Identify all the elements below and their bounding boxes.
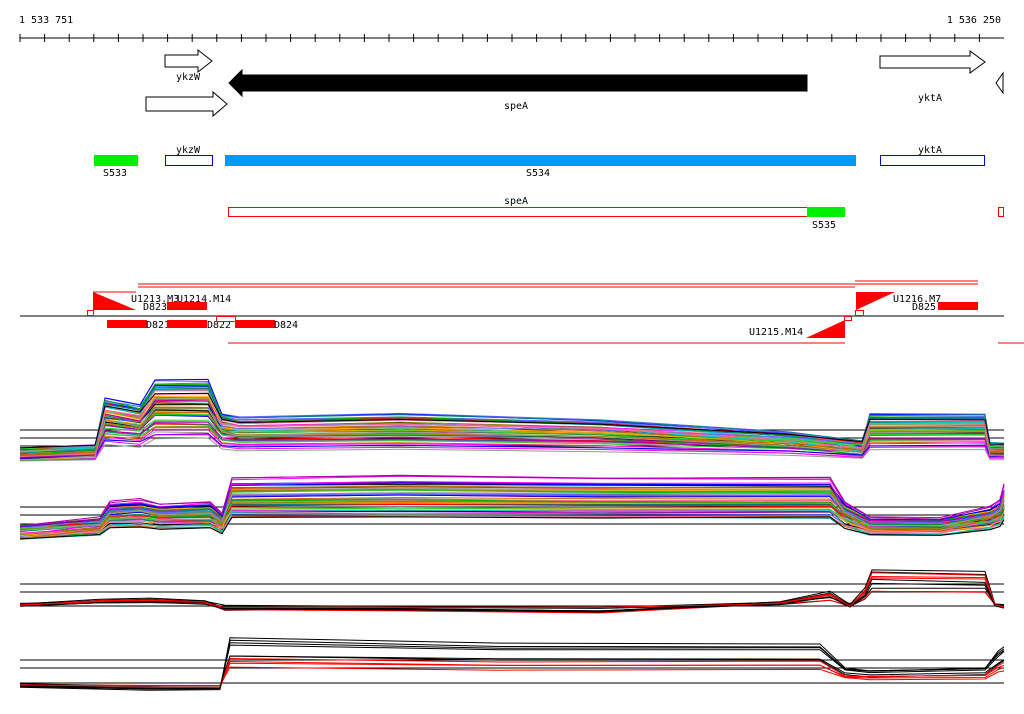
element-U1214-label: U1214.M14	[177, 294, 231, 305]
element-U1216-label: U1216.M7	[893, 294, 941, 305]
expression-profile-line	[19, 515, 1005, 534]
segment-edge-outline[interactable]	[998, 207, 1004, 217]
expression-profile-line	[19, 492, 1005, 532]
expression-profile-line	[19, 660, 1005, 687]
segment-track: S533 ykzW S534 yktA speA S535	[94, 145, 1004, 231]
expression-profile-line	[19, 433, 1005, 459]
ruler-ticks	[19, 34, 980, 42]
element-D821[interactable]	[107, 320, 147, 328]
expression-profile-line	[19, 639, 1005, 690]
gene-track: ykzW speA yktA	[145, 48, 1004, 118]
segment-ykzW-label: ykzW	[176, 145, 201, 156]
expression-profile-line	[19, 410, 1005, 451]
expression-panel-1	[19, 378, 1005, 462]
speA-gene-arrow[interactable]	[228, 68, 808, 98]
expression-profile-line	[19, 516, 1005, 540]
element-D823[interactable]	[167, 302, 207, 310]
yktA-gene-label: yktA	[918, 93, 942, 104]
segment-yktA-outline[interactable]	[880, 155, 985, 166]
expression-profile-line	[19, 474, 1005, 527]
expression-profile-line	[19, 408, 1005, 461]
element-D822[interactable]	[167, 320, 207, 328]
expression-panel-3	[19, 569, 1005, 614]
element-D825-label: D825	[912, 302, 936, 313]
ruler-start-label: 1 533 751	[19, 15, 73, 26]
terminator-small-1	[87, 310, 94, 316]
ykzW-gene-arrow[interactable]	[164, 48, 213, 74]
speA-gene-label: speA	[504, 101, 528, 112]
segment-S535-label: S535	[812, 220, 836, 231]
terminator-small-4	[855, 310, 864, 316]
ykzW-gene-arrow-2[interactable]	[145, 90, 228, 118]
expression-profile-line	[19, 575, 1005, 612]
expression-profile-line	[19, 655, 1005, 690]
expression-profile-line	[19, 428, 1005, 460]
expression-profile-line	[19, 509, 1005, 540]
expression-profile-line	[19, 569, 1005, 612]
element-D824[interactable]	[235, 320, 275, 328]
ruler-end-label: 1 536 250	[947, 15, 1001, 26]
element-U1213-label: U1213.M3	[131, 294, 179, 305]
elements-track: U1213.M3 U1214.M14 D823 D821 D822 D824 U…	[20, 280, 1024, 344]
expression-profile-line	[19, 507, 1005, 529]
segment-S533[interactable]	[94, 155, 138, 166]
segment-ykzW-outline[interactable]	[165, 155, 213, 166]
expression-profile-line	[19, 408, 1004, 454]
expression-profile-line	[19, 644, 1005, 690]
element-D823-label: D823	[143, 302, 167, 313]
ykzW-gene-label: ykzW	[176, 72, 201, 83]
next-gene-arrow[interactable]	[995, 71, 1004, 95]
expression-profile-line	[19, 492, 1005, 529]
segment-S534[interactable]	[225, 155, 856, 166]
segment-S533-label: S533	[103, 168, 127, 179]
expression-panel-2	[19, 474, 1005, 540]
element-D824-label: D824	[274, 320, 298, 331]
terminator-small-2	[216, 316, 236, 322]
expression-profile-line	[19, 437, 1005, 462]
element-U1215-label: U1215.M14	[749, 327, 803, 338]
promoter-U1215-icon[interactable]	[806, 320, 845, 338]
terminator-small-3	[844, 316, 852, 321]
yktA-gene-arrow[interactable]	[879, 50, 986, 74]
segment-yktA-label: yktA	[918, 145, 942, 156]
expression-profile-line	[19, 383, 1005, 456]
segment-S535[interactable]	[807, 207, 845, 217]
expression-profile-line	[19, 506, 1005, 536]
promoter-U1216-icon[interactable]	[856, 292, 895, 310]
coordinate-ruler: 1 533 751 1 536 250	[19, 15, 1004, 42]
expression-profile-line	[19, 419, 1005, 450]
expression-profile-line	[19, 637, 1005, 691]
expression-profile-line	[19, 426, 1005, 460]
element-D825[interactable]	[938, 302, 978, 310]
expression-profile-line	[19, 385, 1005, 449]
expression-profile-line	[19, 509, 1005, 529]
expression-profile-line	[19, 434, 1005, 460]
expression-profile-line	[19, 393, 1004, 458]
expression-profile-line	[19, 642, 1005, 689]
expression-panel-4	[19, 637, 1005, 691]
segment-S534-label: S534	[526, 168, 550, 179]
expression-profile-line	[19, 406, 1005, 449]
expression-profile-line	[19, 392, 1005, 449]
expression-profile-line	[19, 425, 1005, 458]
element-D821-label: D821	[146, 320, 170, 331]
promoter-U1213-icon[interactable]	[93, 292, 136, 310]
segment-speA-outline[interactable]	[228, 207, 808, 217]
element-D822-label: D822	[207, 320, 231, 331]
expression-profile-line	[19, 582, 1005, 612]
segment-speA-label: speA	[504, 196, 528, 207]
expression-profile-line	[19, 421, 1005, 458]
